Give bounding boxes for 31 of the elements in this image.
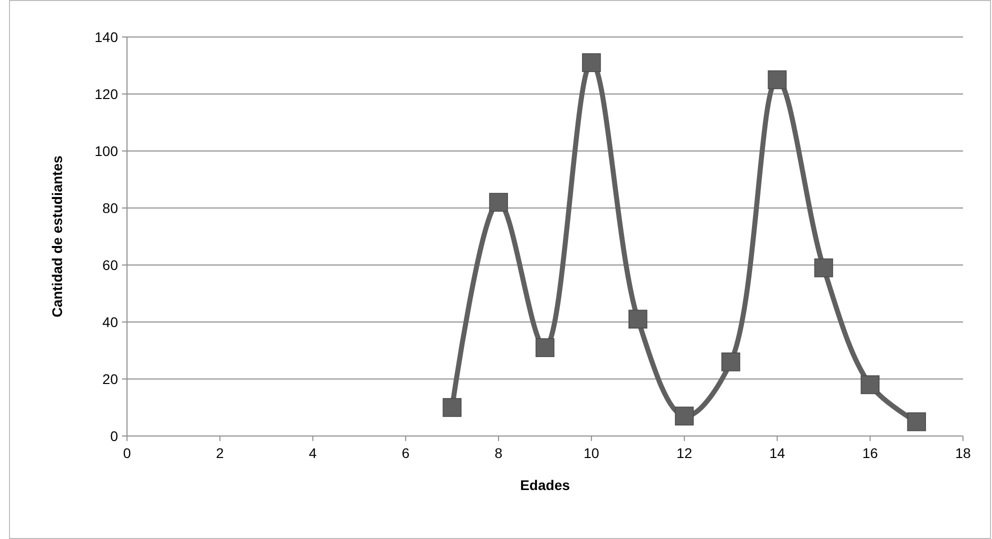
y-tick-label: 60 xyxy=(102,257,118,273)
x-tick-label: 16 xyxy=(862,445,878,461)
x-tick-label: 0 xyxy=(123,445,132,461)
y-tick-label: 80 xyxy=(102,200,118,216)
x-tick-label: 2 xyxy=(216,445,224,461)
x-axis-title: Edades xyxy=(520,477,570,493)
x-tick-label: 12 xyxy=(676,445,692,461)
point xyxy=(582,53,601,72)
point xyxy=(860,375,880,394)
point xyxy=(674,406,694,426)
x-tick-label: 4 xyxy=(308,445,317,461)
y-tick-label: 40 xyxy=(102,314,118,330)
point xyxy=(814,258,834,278)
y-tick-label: 100 xyxy=(94,143,118,159)
x-tick-label: 14 xyxy=(769,445,786,461)
point xyxy=(536,338,554,358)
x-tick-label: 6 xyxy=(402,445,410,461)
point xyxy=(721,352,740,372)
y-axis-title: Cantidad de estudiantes xyxy=(49,155,65,318)
x-tick-label: 18 xyxy=(955,445,971,461)
point xyxy=(489,192,508,212)
point xyxy=(442,398,462,417)
x-tick-label: 10 xyxy=(584,445,600,461)
y-tick-label: 140 xyxy=(94,29,118,45)
y-tick-label: 0 xyxy=(110,428,118,444)
x-tick-label: 8 xyxy=(494,445,503,461)
point xyxy=(628,310,648,329)
y-tick-label: 20 xyxy=(102,371,118,387)
point xyxy=(907,412,926,432)
y-tick-label: 120 xyxy=(94,86,118,102)
point xyxy=(768,70,787,90)
